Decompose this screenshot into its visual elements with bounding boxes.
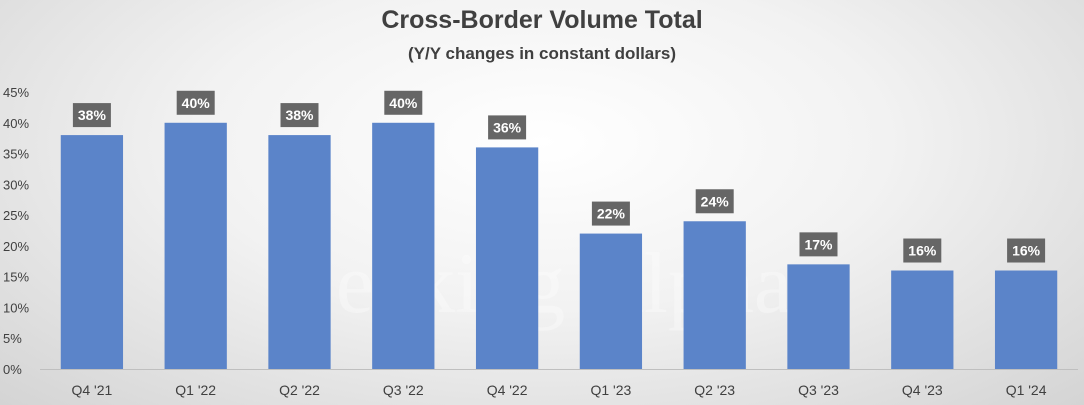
y-tick-label: 10% <box>3 300 29 315</box>
data-label: 38% <box>78 107 107 123</box>
y-tick-label: 30% <box>3 177 29 192</box>
bar <box>683 221 746 369</box>
chart-title: Cross-Border Volume Total <box>381 6 702 34</box>
data-labels-group: 38% 40% 38% 40% 36% 22% 24% 17% 16% 16% <box>72 90 1046 263</box>
data-label-box <box>488 115 527 140</box>
x-tick-label: Q4 '22 <box>487 382 528 398</box>
x-tick-label: Q3 '22 <box>383 382 424 398</box>
y-tick-label: 35% <box>3 147 29 162</box>
bar <box>372 122 435 370</box>
bar <box>891 270 954 369</box>
data-label: 40% <box>389 95 418 111</box>
data-label: 36% <box>493 119 522 135</box>
data-label: 22% <box>597 206 626 222</box>
x-tick-label: Q2 '23 <box>694 382 735 398</box>
x-axis: Q4 '21 Q1 '22 Q2 '22 Q3 '22 Q4 '22 Q1 '23 Q2 '… <box>40 369 1078 398</box>
y-tick-label: 0% <box>3 362 22 377</box>
data-label: 40% <box>182 95 211 111</box>
data-label-box <box>1007 238 1046 263</box>
data-label-box <box>591 201 630 226</box>
data-label-box <box>176 90 215 115</box>
y-tick-label: 20% <box>3 239 29 254</box>
data-label-box <box>384 90 423 115</box>
data-label: 16% <box>1012 243 1041 259</box>
data-label-box <box>799 232 838 257</box>
y-tick-label: 45% <box>3 85 29 100</box>
bar <box>475 147 539 369</box>
y-axis: 0% 5% 10% 15% 20% 25% 30% 35% 40% 45% <box>3 85 29 377</box>
data-label-box <box>695 189 734 214</box>
bar <box>164 122 227 370</box>
x-tick-label: Q1 '22 <box>175 382 216 398</box>
bar <box>579 233 643 369</box>
bars-group <box>60 122 1058 370</box>
y-tick-label: 15% <box>3 270 29 285</box>
x-tick-label: Q4 '23 <box>902 382 943 398</box>
data-label: 38% <box>285 107 314 123</box>
x-tick-label: Q4 '21 <box>71 382 112 398</box>
bar <box>268 135 331 369</box>
x-tick-label: Q1 '24 <box>1006 382 1047 398</box>
y-tick-label: 40% <box>3 116 29 131</box>
data-label: 16% <box>908 243 937 259</box>
x-tick-label: Q3 '23 <box>798 382 839 398</box>
bar <box>60 135 124 369</box>
data-label-box <box>72 103 111 128</box>
bar <box>787 264 850 369</box>
chart-subtitle: (Y/Y changes in constant dollars) <box>408 44 676 63</box>
data-label-box <box>280 103 319 128</box>
data-label-box <box>903 238 942 263</box>
y-tick-label: 25% <box>3 208 29 223</box>
data-label: 17% <box>804 236 833 252</box>
x-tick-label: Q1 '23 <box>590 382 631 398</box>
data-label: 24% <box>701 193 730 209</box>
y-tick-label: 5% <box>3 331 22 346</box>
bar <box>994 270 1058 369</box>
x-tick-label: Q2 '22 <box>279 382 320 398</box>
